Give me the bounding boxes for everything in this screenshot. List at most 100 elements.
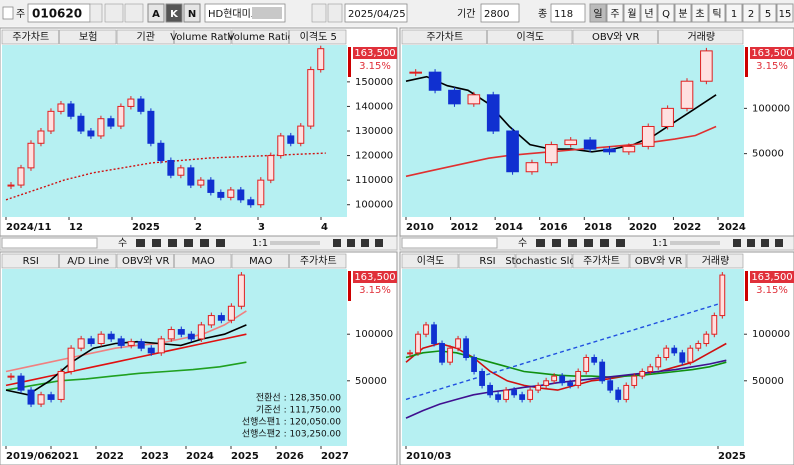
tab-label: OBV와 VR [635,255,682,267]
tab[interactable] [289,29,347,45]
candle [495,394,501,400]
interval-label: 1 [731,9,737,20]
scroll-control[interactable] [584,239,593,247]
interval-button[interactable] [759,3,777,23]
tab[interactable] [401,29,487,45]
tab[interactable] [629,253,687,269]
next-button[interactable] [327,3,343,23]
interval-button[interactable] [691,3,709,23]
period-box[interactable] [480,3,520,23]
tab[interactable] [401,253,459,269]
x-tick-label: 2016 [540,222,568,233]
indicator-line [405,359,727,419]
tab[interactable] [487,29,573,45]
scroll-control[interactable] [168,239,177,247]
interval-button[interactable] [742,3,760,23]
tab[interactable] [289,253,347,269]
interval-label: 5 [765,9,771,20]
prev-button[interactable] [311,3,327,23]
tab[interactable] [116,29,174,45]
tab-label: 주가차트 [426,31,463,43]
candle [297,125,305,144]
tab-label: Volume Ratio [170,32,236,43]
tab[interactable] [572,253,630,269]
zoom-slider[interactable] [270,241,320,245]
interval-button[interactable] [674,3,692,23]
scroll-control[interactable] [184,239,193,247]
tab[interactable] [174,29,232,45]
tab[interactable] [1,253,59,269]
interval-label: 년 [644,8,653,20]
y-tick-label: 130000 [355,126,393,137]
interval-button[interactable] [640,3,658,23]
scroll-control[interactable] [761,239,769,247]
tab[interactable] [59,253,117,269]
tab[interactable] [458,253,516,269]
scroll-control[interactable] [775,239,783,247]
current-price: 163,500 [751,272,792,283]
tab[interactable] [686,253,744,269]
candle [47,110,55,132]
scroll-control[interactable] [375,239,383,247]
checkbox[interactable] [2,6,14,20]
tab[interactable] [515,253,573,269]
candle [307,69,315,127]
mode-button[interactable] [165,3,183,23]
plot-area [402,269,744,446]
indicator-note: 기준선 : 111,750.00 [256,405,341,416]
scroll-control[interactable] [152,239,161,247]
scroll-control[interactable] [552,239,561,247]
count-box[interactable] [550,3,586,23]
tab[interactable] [658,29,744,45]
candle [217,191,225,198]
scroll-control[interactable] [136,239,145,247]
scroll-control[interactable] [616,239,625,247]
mode-button[interactable] [183,3,201,23]
search-button[interactable] [104,3,124,23]
interval-button[interactable] [606,3,624,23]
tab[interactable] [59,29,117,45]
scroll-track[interactable] [1,237,98,249]
tab-label: 보험 [79,31,97,43]
indicator-note: 선행스팬2 : 103,250.00 [242,428,341,440]
y-tick-label: 100000 [752,329,790,340]
scroll-control[interactable] [333,239,341,247]
interval-button[interactable] [623,3,641,23]
scroll-control[interactable] [361,239,369,247]
tab[interactable] [231,253,289,269]
candle [187,333,195,340]
scroll-control[interactable] [568,239,577,247]
scroll-label: 1:1 [252,238,268,249]
mode-button[interactable] [147,3,165,23]
tab[interactable] [1,29,59,45]
tab-label: A/D Line [67,256,109,267]
tab[interactable] [174,253,232,269]
interval-button[interactable] [657,3,675,23]
tab[interactable] [116,253,174,269]
tab[interactable] [572,29,658,45]
scroll-control[interactable] [200,239,209,247]
interval-button[interactable] [708,3,726,23]
scroll-track[interactable] [401,237,498,249]
menu-button[interactable] [124,3,144,23]
scroll-control[interactable] [347,239,355,247]
interval-button[interactable] [725,3,743,23]
candle [415,333,421,354]
candle [167,159,175,176]
date-box[interactable] [344,3,408,23]
interval-button[interactable] [776,3,794,23]
candle [137,341,145,349]
tab[interactable] [231,29,289,45]
scroll-control[interactable] [747,239,755,247]
x-tick-label: 2012 [451,222,479,233]
scroll-control[interactable] [536,239,545,247]
scroll-control[interactable] [733,239,741,247]
scroll-control[interactable] [600,239,609,247]
y-tick-label: 100000 [355,329,393,340]
interval-label: 월 [627,8,636,20]
badge [252,7,282,19]
zoom-slider[interactable] [670,241,720,245]
dropdown[interactable] [89,3,103,23]
scroll-control[interactable] [216,239,225,247]
interval-button[interactable] [589,3,607,23]
